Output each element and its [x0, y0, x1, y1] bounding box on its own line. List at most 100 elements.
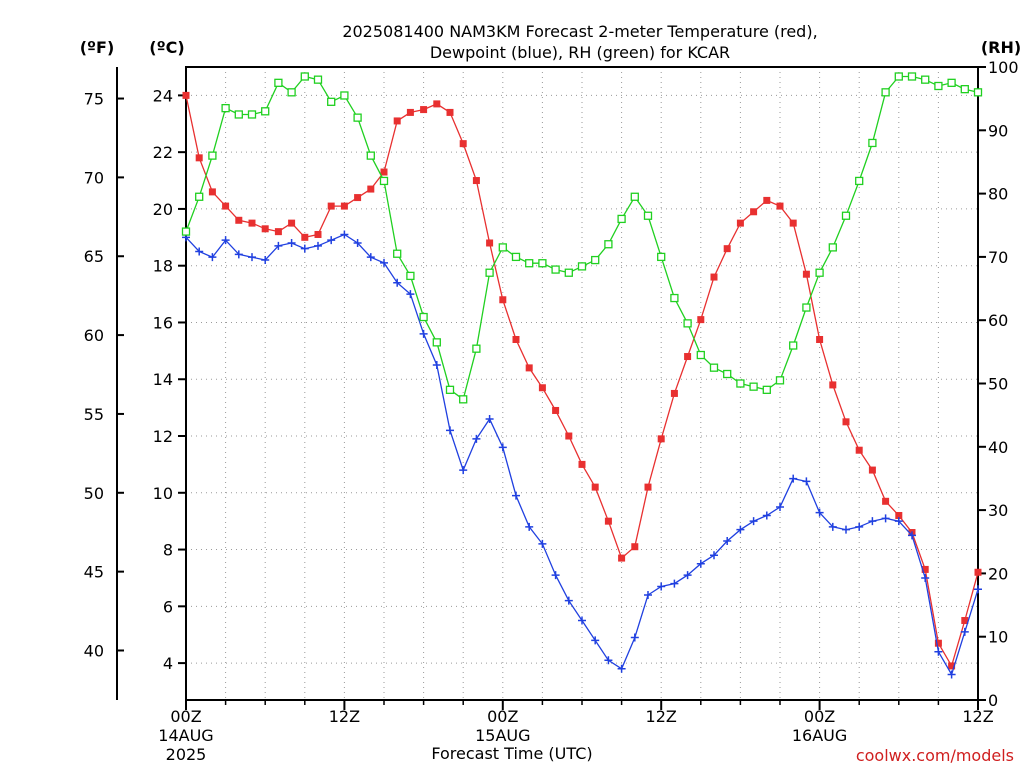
dewpoint-point — [762, 511, 771, 520]
dewpoint-point — [551, 571, 560, 580]
rh-point — [841, 211, 851, 220]
dewpoint-point — [815, 508, 824, 517]
x-tick-date-label: 15AUG — [475, 726, 530, 745]
dewpoint-point — [789, 474, 798, 483]
rh-point — [973, 88, 983, 97]
temperature-point — [314, 230, 322, 238]
chart-title-line1: 2025081400 NAM3KM Forecast 2-meter Tempe… — [342, 22, 817, 41]
dewpoint-point — [498, 443, 507, 452]
dewpoint-point — [485, 414, 494, 423]
temperature-point — [934, 639, 942, 647]
fahrenheit-tick-label: 45 — [84, 563, 104, 582]
temperature-point — [618, 554, 626, 562]
rh-tick-label: 30 — [988, 501, 1008, 520]
dewpoint-point — [960, 627, 969, 636]
dewpoint-point — [353, 238, 362, 247]
dewpoint-point — [300, 244, 309, 253]
rh-point — [894, 72, 903, 81]
rh-point — [749, 382, 758, 391]
celsius-tick-label: 10 — [153, 484, 173, 503]
temperature-point — [763, 196, 771, 204]
rh-tick-label: 10 — [988, 628, 1008, 647]
temperature-point — [948, 662, 956, 670]
dewpoint-point — [842, 525, 850, 534]
chart-title-line2: Dewpoint (blue), RH (green) for KCAR — [430, 43, 730, 62]
dewpoint-point — [578, 616, 586, 625]
rh-tick-label: 70 — [988, 248, 1008, 267]
celsius-tick-label: 16 — [153, 313, 173, 332]
rh-point — [221, 103, 230, 113]
dewpoint-point — [208, 253, 217, 262]
temperature-point — [367, 185, 375, 193]
rh-point — [815, 268, 824, 277]
temperature-point — [565, 432, 573, 440]
dewpoint-point — [406, 290, 415, 299]
dewpoint-point — [221, 236, 230, 245]
rh-point — [313, 75, 323, 84]
dewpoint-point — [881, 514, 890, 523]
rh-point — [445, 385, 455, 394]
rh-point — [670, 293, 679, 303]
rh-point — [379, 176, 389, 186]
temperature-point — [644, 483, 652, 491]
temperature-point — [512, 336, 520, 344]
temperature-point — [235, 216, 243, 224]
rh-point — [947, 78, 956, 87]
rh-point — [181, 227, 191, 236]
temperature-point — [459, 140, 467, 148]
dewpoint-point — [327, 236, 336, 245]
rh-point — [907, 72, 917, 81]
temperature-point — [182, 91, 190, 99]
rh-point — [459, 395, 468, 404]
x-tick-label: 00Z — [804, 707, 835, 726]
celsius-tick-label: 12 — [153, 427, 173, 446]
rh-point — [960, 85, 969, 94]
temperature-point — [974, 568, 982, 576]
temperature-point — [261, 225, 269, 233]
x-tick-label: 00Z — [487, 707, 518, 726]
rh-point — [657, 252, 666, 262]
rh-point — [419, 312, 428, 322]
dewpoint-point — [604, 656, 613, 665]
temperature-point — [354, 194, 362, 202]
rh-point — [643, 211, 653, 220]
rh-point — [432, 338, 441, 347]
temperature-point — [829, 381, 837, 389]
temperature-point — [961, 617, 969, 625]
rh-point — [234, 110, 243, 119]
rh-point — [736, 379, 745, 388]
temperature-point — [380, 168, 388, 176]
x-axis-label: Forecast Time (UTC) — [431, 744, 592, 763]
dewpoint-point — [366, 253, 375, 262]
rh-point — [511, 252, 521, 262]
temperature-point — [393, 117, 401, 125]
temperature-point — [420, 106, 428, 114]
temperature-point — [736, 219, 744, 227]
rh-point — [287, 88, 296, 97]
dewpoint-point — [710, 551, 718, 560]
rh-point — [208, 151, 217, 160]
dewpoint-point — [696, 559, 705, 568]
dewpoint-point — [630, 633, 639, 642]
celsius-tick-label: 6 — [163, 597, 173, 616]
rh-point — [366, 151, 375, 160]
celsius-tick-label: 4 — [163, 654, 173, 673]
temperature-point — [433, 100, 441, 108]
celsius-axis-unit: (ºC) — [149, 38, 184, 57]
fahrenheit-tick-label: 70 — [84, 168, 104, 187]
dewpoint-point — [749, 517, 758, 526]
dewpoint-point — [723, 537, 732, 546]
series-layer — [181, 72, 983, 679]
dewpoint-point — [340, 230, 349, 239]
celsius-tick-label: 24 — [153, 86, 173, 105]
temperature-point — [750, 208, 758, 216]
dewpoint-point — [287, 238, 296, 247]
temperature-point — [525, 364, 533, 372]
dewpoint-point — [921, 573, 930, 582]
temperature-point — [723, 245, 731, 253]
temperature-point — [340, 202, 348, 210]
celsius-tick-label: 18 — [153, 257, 173, 276]
rh-point — [789, 341, 798, 350]
dewpoint-point — [393, 278, 402, 287]
fahrenheit-tick-label: 65 — [84, 247, 104, 266]
